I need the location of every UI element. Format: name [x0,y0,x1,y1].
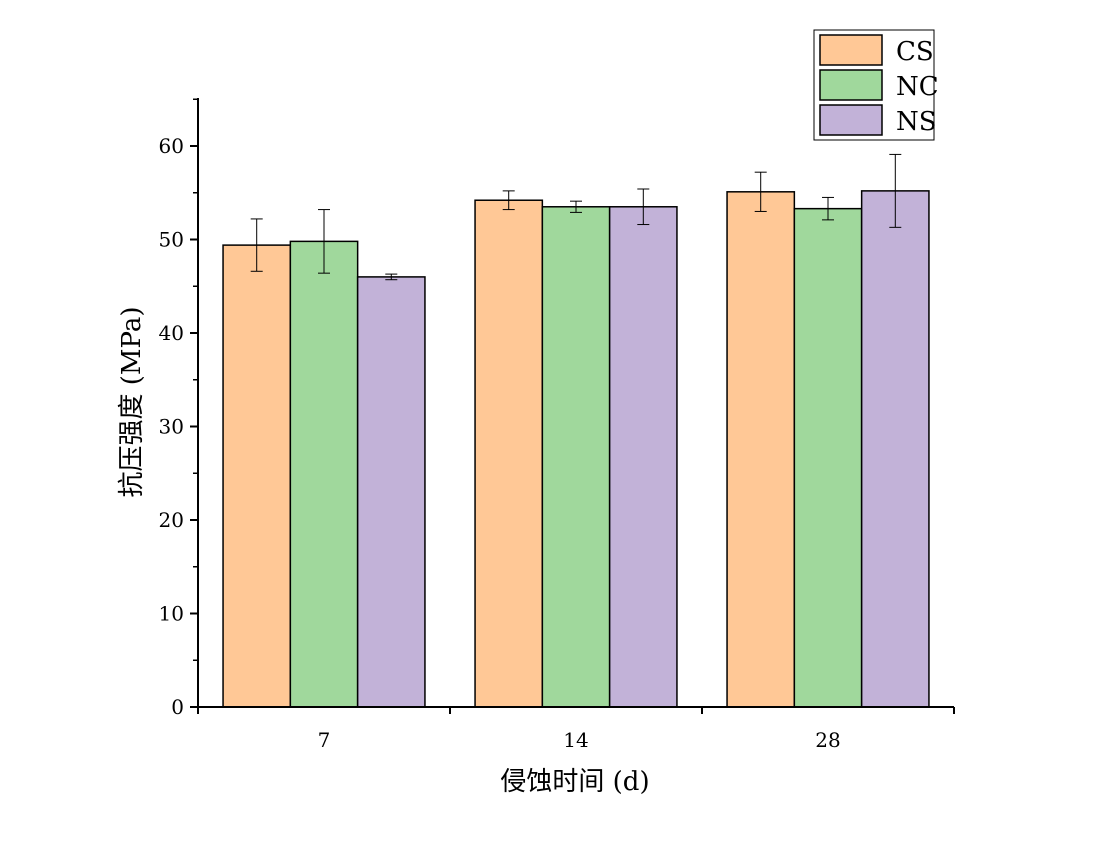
y-tick-label-10: 10 [159,602,184,626]
bar-cs-7 [222,244,292,708]
y-tick-label-60: 60 [159,134,184,158]
y-tick-label-40: 40 [159,321,184,345]
error-bar-cs-28 [754,171,767,212]
legend-label-cs: CS [896,37,934,67]
legend-swatch-cs [819,34,883,66]
x-axis-title: 侵蚀时间 (d) [500,767,649,797]
bar-cs-28 [726,191,796,708]
legend-item-cs: CS [819,34,934,67]
x-ticks: 7 14 28 [197,707,955,752]
legend-item-nc: NC [819,69,939,102]
legend-item-ns: NS [819,104,937,137]
error-bars-layer [250,153,902,281]
legend-label-nc: NC [896,72,939,102]
axes-layer [197,98,954,708]
y-tick-label-0: 0 [171,695,184,719]
bar-ns-14 [608,206,678,708]
x-tick-label-14: 14 [563,728,588,752]
error-bar-ns-14 [637,188,650,226]
y-tick-label-50: 50 [159,228,184,252]
error-bar-ns-7 [385,273,398,281]
y-tick-label-20: 20 [159,508,184,532]
bar-ns-7 [356,276,426,708]
x-tick-label-7: 7 [318,728,331,752]
bar-ns-28 [860,190,930,708]
error-bar-nc-14 [570,200,582,213]
error-bar-ns-28 [889,153,902,228]
error-bar-nc-28 [822,196,834,221]
legend-swatch-nc [819,69,883,101]
bar-nc-14 [541,206,611,708]
legend: CS NC NS [813,29,939,141]
legend-swatch-ns [819,104,883,136]
error-bar-cs-7 [250,218,263,272]
bar-nc-7 [289,240,359,708]
bar-nc-28 [793,207,863,708]
y-tick-label-30: 30 [159,415,184,439]
error-bar-cs-14 [502,190,515,211]
x-tick-label-28: 28 [815,728,840,752]
bar-cs-14 [474,199,544,708]
y-ticks: 0 10 20 30 40 50 60 [159,98,198,719]
y-axis-title: 抗压强度 (MPa) [117,306,147,497]
error-bar-nc-7 [318,209,330,274]
legend-label-ns: NS [896,107,937,137]
bars-layer [222,190,930,708]
